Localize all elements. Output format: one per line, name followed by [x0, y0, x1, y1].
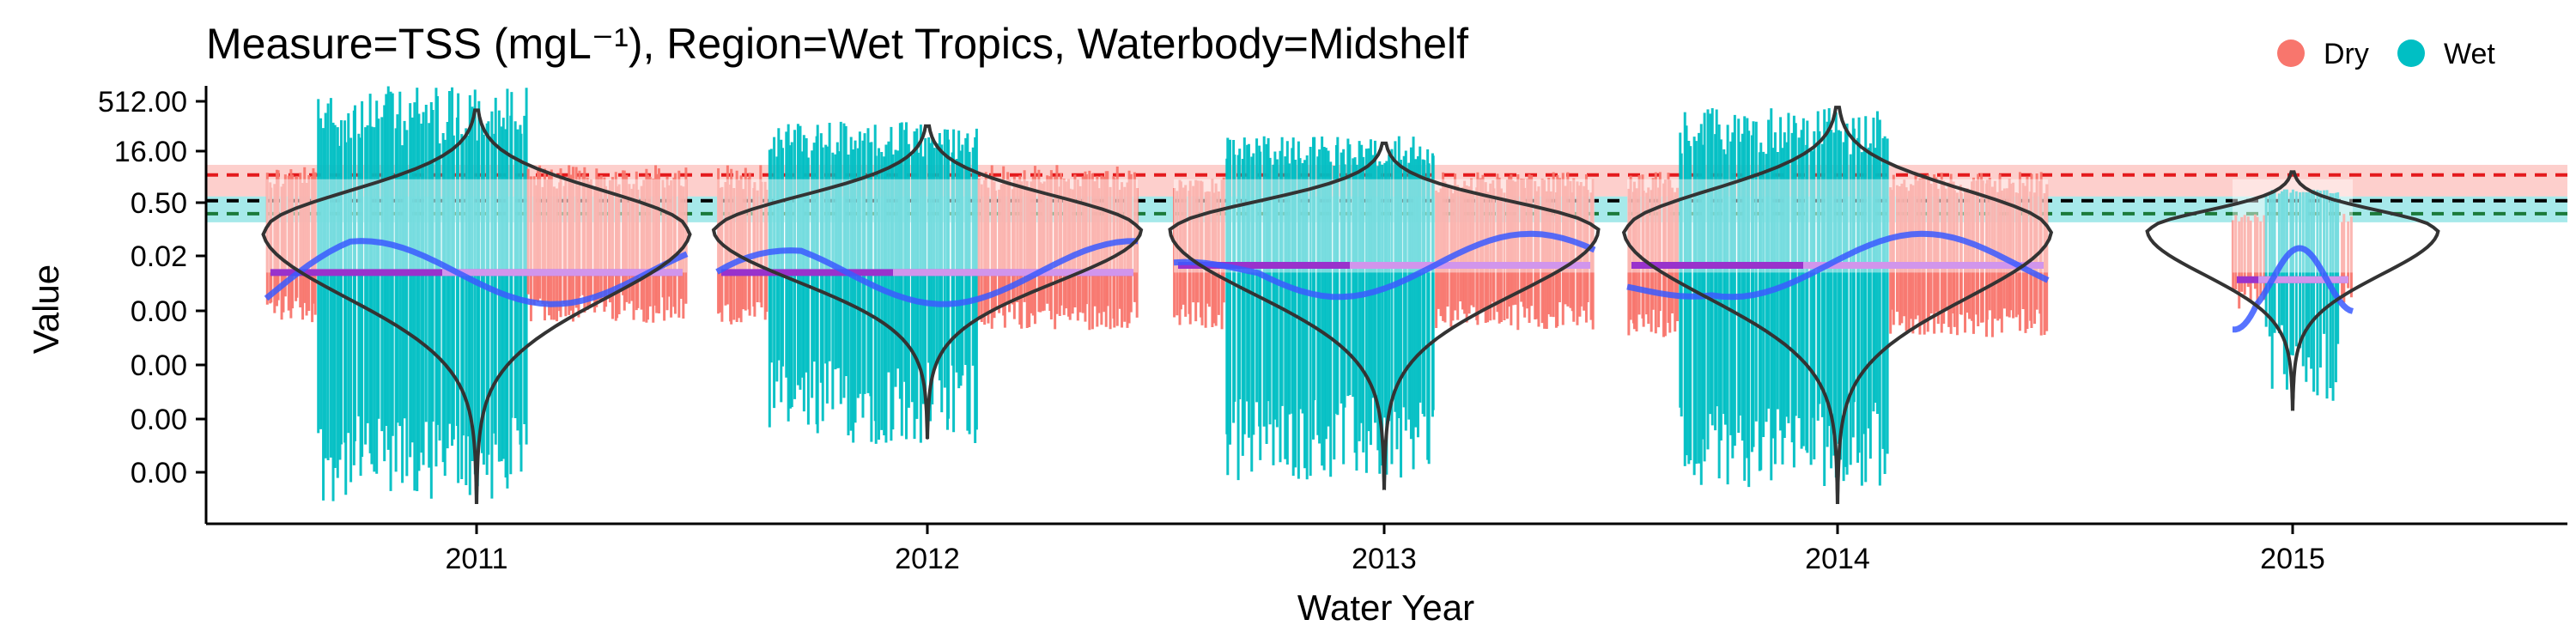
smoother-line — [1173, 230, 1596, 301]
legend-wet-label: Wet — [2444, 38, 2495, 70]
chart-title: Measure=TSS (mgL⁻¹), Region=Wet Tropics,… — [206, 20, 1468, 68]
violin-outline — [1621, 106, 2054, 504]
plot-layer — [206, 86, 2567, 504]
y-ticks: 512.00 16.00 0.50 0.02 0.00 0.00 0.00 0.00 — [98, 86, 206, 489]
overlay-band — [1174, 179, 1595, 273]
y-tick-label: 0.50 — [131, 187, 187, 220]
x-ticks: 2011 2012 2013 2014 2015 — [445, 524, 2325, 575]
legend-dry-label: Dry — [2324, 38, 2369, 70]
smoother-line — [715, 238, 1139, 307]
violin-outline — [261, 108, 692, 504]
x-tick-label: 2013 — [1352, 543, 1417, 575]
x-tick-label: 2011 — [445, 543, 507, 575]
y-tick-label: 512.00 — [98, 86, 187, 118]
y-axis-label: Value — [26, 264, 66, 354]
x-axis-label: Water Year — [1297, 587, 1474, 628]
x-tick-label: 2012 — [895, 543, 960, 575]
smoother-line — [264, 238, 689, 307]
y-tick-label: 0.00 — [131, 295, 187, 328]
y-tick-label: 0.00 — [131, 349, 187, 382]
smoother-line — [2233, 245, 2354, 333]
overlay-band — [2233, 179, 2353, 273]
x-tick-label: 2014 — [1805, 543, 1870, 575]
violin-outline — [2145, 170, 2440, 411]
y-tick-label: 0.00 — [131, 457, 187, 489]
overlay-band — [266, 179, 687, 273]
violin-outline — [711, 124, 1144, 440]
legend-dry-swatch — [2277, 39, 2305, 67]
y-tick-label: 16.00 — [114, 136, 187, 168]
y-tick-label: 0.02 — [131, 240, 187, 273]
smoother-line — [1626, 230, 2050, 301]
overlay-band — [717, 179, 1138, 273]
legend: Dry Wet — [2277, 38, 2495, 70]
y-tick-label: 0.00 — [131, 404, 187, 436]
legend-wet-swatch — [2397, 39, 2425, 67]
violin-outline — [1168, 141, 1601, 490]
x-tick-label: 2015 — [2260, 543, 2325, 575]
